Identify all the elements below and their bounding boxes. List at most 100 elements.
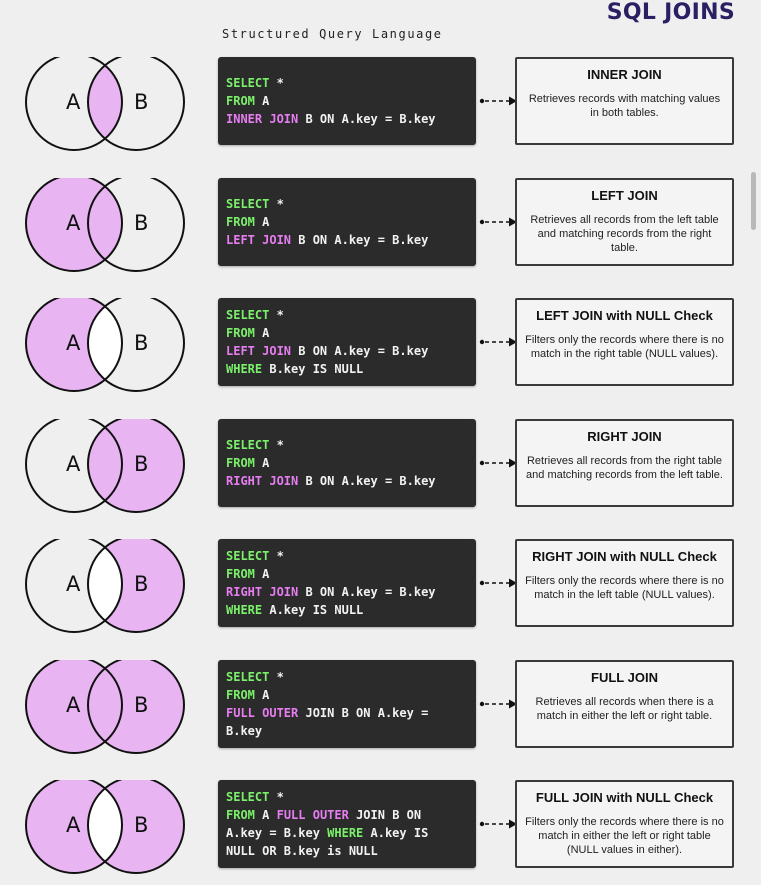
join-description: Retrieves all records from the right tab… [526,455,723,481]
code-text: A [254,326,270,340]
join-title: RIGHT JOIN [587,429,662,444]
code-text: B.key IS NULL [262,362,364,376]
code-line: FROM A [226,454,468,472]
sql-keyword: SELECT [226,670,270,684]
join-row: A B SELECT * FROM A LEFT JOIN B ON A.key = B… [0,298,761,403]
join-row: A B SELECT * FROM A FULL OUTER JOIN B ON A.k… [0,660,761,765]
intersection-region [88,419,122,512]
join-title: RIGHT JOIN with NULL Check [532,549,717,564]
code-line: WHERE A.key IS NULL [226,601,468,619]
intersection-region [88,178,122,271]
sql-keyword: FROM [226,567,255,581]
code-line: RIGHT JOIN B ON A.key = B.key [226,472,468,490]
code-text: B ON A.key = B.key [298,474,436,488]
sql-keyword: FROM [226,688,255,702]
join-description-card: INNER JOIN Retrieves records with matchin… [515,57,734,145]
set-a-circle [25,419,123,513]
intersection-region [88,780,122,873]
code-text: A [254,456,270,470]
set-a-label: A [66,331,81,355]
intersection-region [88,660,122,753]
code-text: A.key IS NULL [262,603,364,617]
join-row: A B SELECT * FROM A RIGHT JOIN B ON A.key = … [0,419,761,524]
join-description-card: LEFT JOIN with NULL Check Filters only th… [515,298,734,386]
join-description: Retrieves all records from the left tabl… [530,214,719,254]
code-line: LEFT JOIN B ON A.key = B.key [226,342,468,360]
arrow-right-icon [479,458,517,468]
set-b-label: B [134,90,148,114]
code-text: * [269,438,284,452]
sql-keyword: SELECT [226,308,270,322]
page-title: SQL JOINS [606,0,735,25]
set-b-label: B [134,813,148,837]
set-b-circle [87,178,185,272]
join-title: FULL JOIN with NULL Check [535,790,714,805]
intersection-region [88,298,122,391]
page-subtitle: Structured Query Language [222,27,443,41]
join-title: LEFT JOIN with NULL Check [536,308,713,323]
set-a-label: A [66,693,81,717]
sql-keyword: WHERE [327,826,364,840]
set-b-circle [87,298,185,392]
join-description-card: FULL JOIN Retrieves all records when ther… [515,660,734,748]
set-a-circle [25,660,123,754]
code-text: B.key [226,724,263,738]
set-a-circle [25,780,123,874]
set-a-circle [25,539,123,633]
code-text: NULL OR B.key is NULL [226,844,378,858]
join-row: A B SELECT * FROM A INNER JOIN B ON A.key = … [0,57,761,162]
arrow-right-icon [479,578,517,588]
sql-keyword: FROM [226,215,255,229]
sql-keyword: WHERE [226,362,263,376]
arrow-right-icon [479,337,517,347]
code-line: SELECT * [226,668,468,686]
set-a-label: A [66,90,81,114]
code-line: B.key [226,722,468,740]
code-text: A [254,94,270,108]
code-text: A.key = B.key [226,826,328,840]
sql-keyword: LEFT JOIN [226,344,292,358]
join-title: FULL JOIN [591,670,658,685]
arrow-right-icon [479,819,517,829]
sql-code-block: SELECT * FROM A LEFT JOIN B ON A.key = B.k… [218,178,476,266]
set-b-label: B [134,211,148,235]
sql-keyword: SELECT [226,549,270,563]
set-b-label: B [134,331,148,355]
code-line: FROM A [226,686,468,704]
code-line: SELECT * [226,306,468,324]
set-a-label: A [66,211,81,235]
code-line: SELECT * [226,436,468,454]
set-a-circle [25,178,123,272]
code-text: A [254,215,270,229]
sql-keyword: SELECT [226,438,270,452]
sql-keyword: FROM [226,326,255,340]
sql-keyword: FULL OUTER [226,706,299,720]
intersection-region [88,539,122,632]
sql-keyword: SELECT [226,790,270,804]
join-description: Retrieves all records when there is a ma… [535,696,714,722]
join-description-card: LEFT JOIN Retrieves all records from the … [515,178,734,266]
code-line: SELECT * [226,547,468,565]
sql-keyword: SELECT [226,197,270,211]
join-title: LEFT JOIN [591,188,658,203]
sql-code-block: SELECT * FROM A FULL OUTER JOIN B ON A.key… [218,780,476,868]
set-b-circle [87,57,185,151]
arrow-right-icon [479,96,517,106]
code-text: B ON A.key = B.key [291,344,429,358]
sql-code-block: SELECT * FROM A RIGHT JOIN B ON A.key = B.… [218,419,476,507]
arrow-right-icon [479,699,517,709]
code-line: RIGHT JOIN B ON A.key = B.key [226,583,468,601]
code-text: B ON A.key = B.key [298,112,436,126]
scrollbar-thumb[interactable] [751,172,756,230]
sql-code-block: SELECT * FROM A RIGHT JOIN B ON A.key = B.… [218,539,476,627]
sql-keyword: FROM [226,808,255,822]
sql-keyword: RIGHT JOIN [226,585,299,599]
join-description-card: FULL JOIN with NULL Check Filters only th… [515,780,734,868]
set-b-circle [87,419,185,513]
join-title: INNER JOIN [587,67,662,82]
code-text: * [269,308,284,322]
